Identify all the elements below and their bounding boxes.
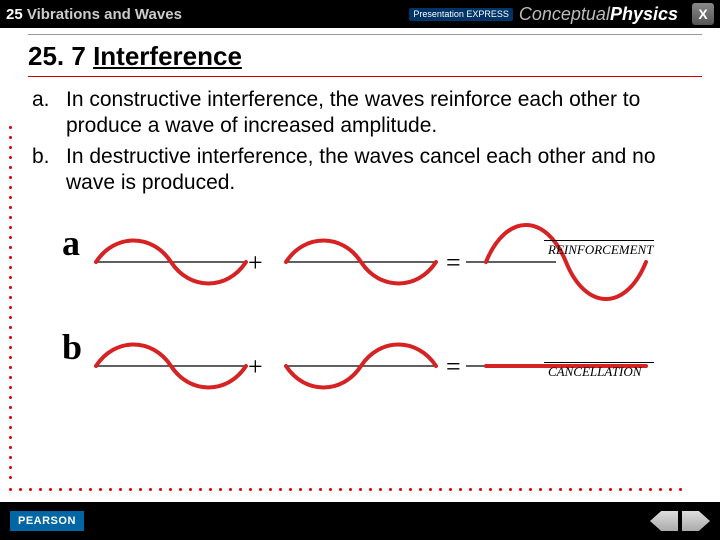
publisher-badge: PEARSON bbox=[10, 511, 84, 531]
item-text: In destructive interference, the waves c… bbox=[66, 144, 692, 197]
result-text-a: REINFORCEMENT bbox=[548, 242, 653, 257]
brand-text: ConceptualPhysics bbox=[519, 4, 678, 25]
section-heading: 25. 7 Interference bbox=[28, 35, 702, 76]
item-letter: b. bbox=[32, 144, 66, 197]
close-button[interactable]: X bbox=[692, 3, 714, 25]
dotted-border-bottom bbox=[9, 488, 704, 491]
plus-sign: + bbox=[248, 352, 263, 382]
prev-arrow-icon[interactable] bbox=[650, 511, 678, 531]
chapter-title: Vibrations and Waves bbox=[27, 6, 182, 23]
brand-word-a: Conceptual bbox=[519, 4, 610, 24]
list-item: a. In constructive interference, the wav… bbox=[32, 87, 692, 140]
item-letter: a. bbox=[32, 87, 66, 140]
dotted-border-left bbox=[9, 126, 13, 486]
list-item: b. In destructive interference, the wave… bbox=[32, 144, 692, 197]
section-title-text: Interference bbox=[93, 41, 242, 71]
result-label-b: CANCELLATION bbox=[548, 364, 641, 380]
chapter-tag: 25 Vibrations and Waves bbox=[6, 6, 182, 23]
plus-sign: + bbox=[248, 248, 263, 278]
nav-controls bbox=[650, 511, 710, 531]
next-arrow-icon[interactable] bbox=[682, 511, 710, 531]
section-number: 25. 7 bbox=[28, 41, 86, 71]
row-label-b: b bbox=[62, 326, 82, 368]
brand-word-b: Physics bbox=[610, 4, 678, 24]
result-rule bbox=[544, 240, 654, 241]
brand-block: Presentation EXPRESS ConceptualPhysics X bbox=[409, 3, 714, 25]
item-text: In constructive interference, the waves … bbox=[66, 87, 692, 140]
content-list: a. In constructive interference, the wav… bbox=[28, 77, 702, 196]
close-icon: X bbox=[698, 6, 707, 22]
equals-sign: = bbox=[446, 352, 461, 382]
chapter-number: 25 bbox=[6, 6, 23, 23]
equals-sign: = bbox=[446, 248, 461, 278]
interference-figure: a b + = + = REINFORCEMENT CANCELLATION bbox=[68, 214, 668, 424]
footer-bar: PEARSON bbox=[0, 502, 720, 540]
brand-small-logo: Presentation EXPRESS bbox=[409, 8, 513, 21]
slide-body: 25. 7 Interference a. In constructive in… bbox=[0, 28, 720, 502]
title-bar: 25 Vibrations and Waves Presentation EXP… bbox=[0, 0, 720, 28]
result-text-b: CANCELLATION bbox=[548, 364, 641, 379]
result-label-a: REINFORCEMENT bbox=[548, 242, 653, 258]
result-rule bbox=[544, 362, 654, 363]
row-label-a: a bbox=[62, 222, 80, 264]
